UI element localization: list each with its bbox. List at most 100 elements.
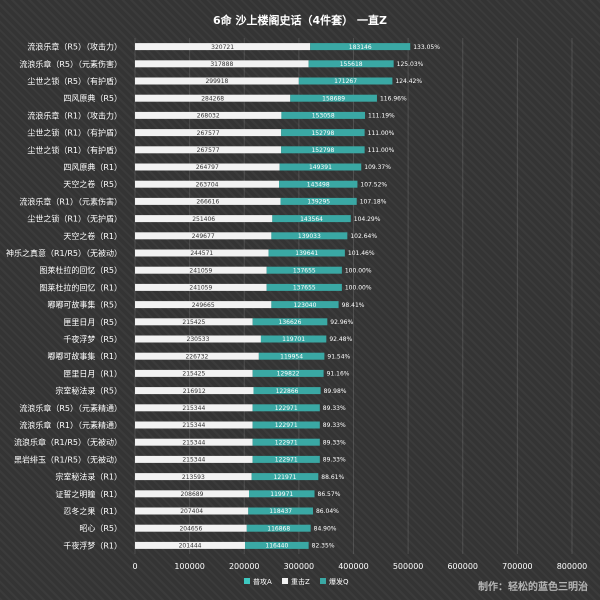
bar-value-label: 215344 [182, 457, 205, 464]
bar-value-label: 122866 [276, 388, 299, 395]
bar-row: 317888 155618 125.03% [135, 60, 424, 68]
bar-value-label: 122971 [275, 439, 298, 446]
bar-row: 284268 158689 116.96% [135, 94, 407, 102]
legend-swatch [244, 578, 250, 584]
category-label: 尘世之锁（R1）（有护盾） [27, 128, 122, 138]
category-label: 图莱杜拉的回忆（R5） [39, 265, 122, 275]
category-label: 千夜浮梦（R1） [63, 540, 122, 550]
bar-value-label: 119954 [280, 353, 303, 360]
bar-segment-burst [310, 43, 411, 51]
bar-row: 268032 153058 111.19% [135, 111, 395, 120]
bar-row: 267577 152798 111.00% [135, 129, 395, 137]
bar-segment-charged-attack [135, 43, 311, 51]
bar-segment-charged-attack [135, 283, 267, 291]
bar-percent-label: 91.54% [327, 353, 350, 360]
category-label: 千夜浮梦（R5） [63, 334, 122, 344]
bar-segment-charged-attack [135, 318, 253, 326]
bar-value-label: 122971 [275, 422, 298, 429]
category-label: 宗室秘法录（R1） [55, 472, 122, 482]
bar-row: 241059 137655 100.00% [135, 283, 372, 292]
bar-segment-charged-attack [135, 490, 249, 498]
bar-segment-charged-attack [135, 232, 272, 240]
x-gridlines [134, 38, 573, 554]
bar-row: 249677 139033 102.64% [135, 232, 377, 240]
bar-value-label: 215425 [182, 319, 205, 326]
x-tick-label: 0 [132, 562, 137, 571]
bar-value-label: 267577 [197, 147, 220, 154]
category-label: 匣里日月（R1） [63, 369, 122, 378]
bar-segment-charged-attack [135, 455, 253, 463]
bar-value-label: 155618 [340, 61, 363, 68]
bar-value-label: 139033 [298, 233, 321, 240]
category-label: 宗室秘法录（R5） [55, 386, 122, 396]
bar-percent-label: 100.00% [345, 285, 372, 292]
bar-value-label: 320721 [211, 44, 234, 51]
category-label: 四风原典（R5） [63, 93, 122, 103]
bar-segment-burst [252, 421, 320, 429]
bar-row: 251406 143564 104.29% [135, 215, 381, 223]
bar-segment-charged-attack [135, 301, 272, 309]
bar-percent-label: 107.52% [360, 181, 387, 188]
category-label: 忍冬之果（R1） [63, 506, 122, 516]
category-label: 尘世之锁（R1）（有护盾） [27, 145, 122, 155]
bar-row: 216912 122866 89.98% [135, 387, 347, 395]
bar-row: 266616 139295 107.18% [135, 197, 387, 206]
x-tick-label: 400000 [338, 562, 369, 571]
bar-segment-burst [245, 541, 309, 549]
bar-segment-burst [281, 129, 365, 137]
bar-segment-charged-attack [135, 163, 280, 171]
bar-value-label: 215344 [182, 439, 205, 446]
bar-value-label: 149391 [309, 164, 332, 171]
bar-segment-burst [281, 111, 366, 119]
bar-value-label: 216912 [183, 388, 206, 395]
category-label: 流浪乐章（R5）（元素精通） [19, 403, 122, 413]
bar-value-label: 208689 [181, 491, 204, 498]
bar-value-label: 249665 [192, 302, 215, 309]
bar-segment-burst [252, 455, 320, 463]
bar-value-label: 230533 [187, 336, 210, 343]
bar-value-label: 139641 [295, 250, 318, 257]
bar-segment-charged-attack [135, 387, 254, 395]
bar-segment-burst [252, 438, 320, 446]
bar-value-label: 118437 [269, 508, 292, 515]
bar-row: 226732 119954 91.54% [135, 352, 351, 360]
legend-swatch [320, 578, 326, 584]
bar-percent-label: 107.18% [360, 199, 387, 206]
category-label: 流浪乐章（R1）（攻击力） [27, 110, 122, 120]
bar-percent-label: 84.90% [314, 525, 337, 532]
bar-value-label: 137655 [293, 267, 316, 274]
x-axis-ticks: 0 100000 200000 300000 400000 500000 600000 700… [132, 562, 587, 571]
bar-segment-burst [279, 180, 358, 188]
category-label: 流浪乐章（R1/R5）（无被动） [14, 437, 122, 447]
bar-value-label: 116440 [265, 543, 288, 550]
bar-value-label: 201444 [179, 543, 202, 550]
bar-segment-burst [266, 283, 342, 291]
bar-segment-burst [268, 249, 345, 257]
bar-segment-charged-attack [135, 524, 247, 532]
bar-row: 208689 119971 86.57% [135, 490, 341, 498]
legend-swatch [282, 578, 288, 584]
bar-row: 207404 118437 86.04% [135, 507, 339, 515]
category-label: 图莱杜拉的回忆（R1） [39, 282, 122, 292]
bar-value-label: 121971 [274, 474, 297, 481]
bar-segment-charged-attack [135, 507, 249, 515]
bar-row: 215425 136626 92.96% [135, 318, 353, 326]
x-tick-label: 300000 [284, 562, 315, 571]
bar-percent-label: 89.33% [323, 439, 346, 446]
x-tick-label: 500000 [393, 562, 424, 571]
category-label: 嘟嘟可故事集（R1） [47, 351, 122, 361]
category-label: 神乐之真意（R1/R5）（无被动） [6, 248, 122, 258]
category-label: 天空之卷（R1） [63, 231, 122, 241]
bar-percent-label: 133.05% [413, 44, 440, 51]
bar-segment-charged-attack [135, 404, 253, 412]
category-label: 天空之卷（R5） [63, 179, 122, 189]
bar-value-label: 241059 [189, 267, 212, 274]
bar-row: 215425 129822 91.16% [135, 369, 350, 378]
bar-row: 215344 122971 89.33% [135, 404, 346, 412]
bar-value-label: 183146 [349, 44, 372, 51]
bar-segment-charged-attack [135, 421, 253, 429]
x-tick-label: 200000 [229, 562, 260, 571]
bar-row: 267577 152798 111.00% [135, 146, 395, 154]
bar-segment-charged-attack [135, 146, 282, 154]
category-labels: 流浪乐章（R5）（攻击力） 流浪乐章（R5）（元素伤害） 尘世之锁（R5）（有护盾）… [6, 42, 122, 551]
